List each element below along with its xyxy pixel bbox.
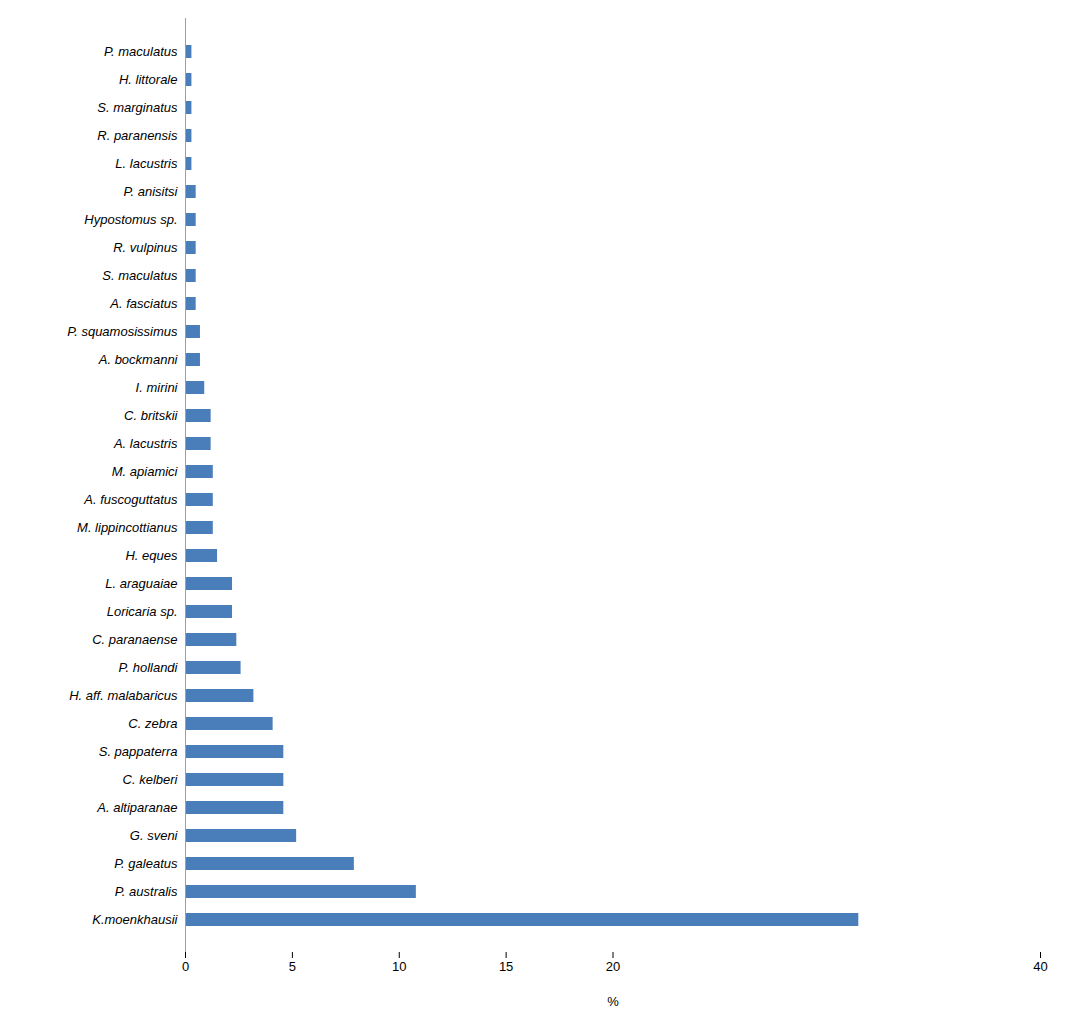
- svg-text:Loricaria sp.: Loricaria sp.: [107, 604, 178, 619]
- svg-text:20: 20: [606, 959, 620, 974]
- svg-text:A. bockmanni: A. bockmanni: [98, 352, 179, 367]
- svg-text:M. apiamici: M. apiamici: [112, 464, 179, 479]
- svg-text:P. anisitsi: P. anisitsi: [124, 184, 179, 199]
- svg-text:K.moenkhausii: K.moenkhausii: [92, 912, 178, 927]
- svg-text:C. zebra: C. zebra: [128, 716, 177, 731]
- svg-text:5: 5: [289, 959, 296, 974]
- svg-text:15: 15: [499, 959, 513, 974]
- svg-text:A. altiparanae: A. altiparanae: [96, 800, 177, 815]
- svg-text:A. fasciatus: A. fasciatus: [109, 296, 178, 311]
- svg-text:H. littorale: H. littorale: [119, 72, 178, 87]
- svg-text:A. fuscoguttatus: A. fuscoguttatus: [83, 492, 178, 507]
- svg-text:G. sveni: G. sveni: [130, 828, 179, 843]
- svg-text:H. aff. malabaricus: H. aff. malabaricus: [69, 688, 178, 703]
- svg-text:M. lippincottianus: M. lippincottianus: [77, 520, 178, 535]
- svg-text:S. pappaterra: S. pappaterra: [99, 744, 178, 759]
- svg-text:R. paranensis: R. paranensis: [97, 128, 178, 143]
- svg-text:0: 0: [182, 959, 189, 974]
- svg-text:P. hollandi: P. hollandi: [118, 660, 178, 675]
- svg-text:S. marginatus: S. marginatus: [97, 100, 178, 115]
- svg-text:C. paranaense: C. paranaense: [92, 632, 177, 647]
- svg-text:Hypostomus sp.: Hypostomus sp.: [84, 212, 177, 227]
- svg-text:10: 10: [392, 959, 406, 974]
- svg-text:P. australis: P. australis: [115, 884, 178, 899]
- svg-text:P. squamosissimus: P. squamosissimus: [67, 324, 178, 339]
- svg-text:A. lacustris: A. lacustris: [113, 436, 178, 451]
- svg-text:P. maculatus: P. maculatus: [104, 44, 178, 59]
- svg-text:R. vulpinus: R. vulpinus: [113, 240, 178, 255]
- svg-text:40: 40: [1033, 959, 1047, 974]
- svg-text:I. mirini: I. mirini: [136, 380, 179, 395]
- svg-text:L. araguaiae: L. araguaiae: [105, 576, 177, 591]
- svg-text:P. galeatus: P. galeatus: [114, 856, 178, 871]
- svg-text:L. lacustris: L. lacustris: [115, 156, 178, 171]
- svg-text:S. maculatus: S. maculatus: [102, 268, 178, 283]
- svg-text:C. kelberi: C. kelberi: [123, 772, 179, 787]
- svg-text:C. britskii: C. britskii: [124, 408, 179, 423]
- svg-text:%: %: [607, 994, 619, 1009]
- svg-text:H. eques: H. eques: [125, 548, 178, 563]
